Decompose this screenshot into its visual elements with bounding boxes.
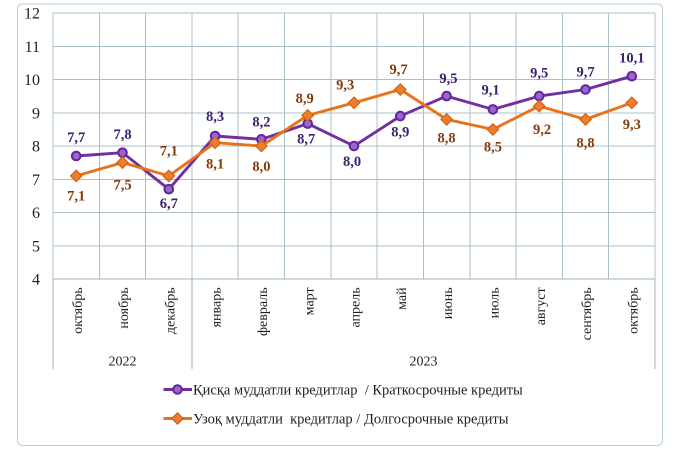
- svg-text:8,9: 8,9: [296, 91, 314, 107]
- svg-text:октябрь: октябрь: [626, 287, 641, 334]
- svg-text:9,3: 9,3: [336, 78, 354, 94]
- svg-text:7,5: 7,5: [113, 177, 131, 193]
- svg-text:8,5: 8,5: [484, 140, 502, 156]
- svg-text:февраль: февраль: [256, 287, 271, 336]
- svg-text:8,1: 8,1: [206, 157, 224, 173]
- svg-text:7,1: 7,1: [160, 143, 178, 159]
- svg-text:июль: июль: [488, 287, 503, 318]
- svg-text:7,1: 7,1: [67, 189, 85, 205]
- svg-text:сентябрь: сентябрь: [580, 287, 595, 340]
- svg-text:9,5: 9,5: [439, 71, 457, 87]
- svg-text:январь: январь: [210, 287, 225, 327]
- svg-text:6,7: 6,7: [160, 196, 178, 212]
- svg-text:9: 9: [32, 105, 40, 122]
- svg-text:Қисқа муддатли кредитлар / Кр: Қисқа муддатли кредитлар / Краткосрочные…: [193, 383, 523, 399]
- svg-text:март: март: [302, 287, 317, 315]
- svg-text:12: 12: [24, 6, 40, 23]
- svg-text:май: май: [395, 287, 410, 310]
- svg-text:8,0: 8,0: [252, 159, 270, 175]
- svg-text:8,7: 8,7: [297, 131, 315, 147]
- svg-text:ноябрь: ноябрь: [117, 287, 132, 328]
- svg-text:9,2: 9,2: [533, 122, 551, 138]
- svg-text:6: 6: [32, 205, 40, 222]
- svg-text:8: 8: [32, 139, 40, 156]
- svg-text:9,3: 9,3: [623, 117, 641, 133]
- svg-text:9,7: 9,7: [389, 62, 407, 78]
- svg-text:2022: 2022: [109, 355, 137, 370]
- svg-text:8,9: 8,9: [391, 125, 409, 141]
- svg-text:7,8: 7,8: [113, 127, 131, 143]
- svg-text:9,7: 9,7: [576, 65, 594, 81]
- svg-text:5: 5: [32, 238, 40, 255]
- svg-text:10: 10: [24, 72, 40, 89]
- svg-text:апрель: апрель: [349, 287, 364, 327]
- svg-text:октябрь: октябрь: [71, 287, 86, 334]
- svg-text:август: август: [534, 287, 549, 325]
- svg-text:8,0: 8,0: [343, 154, 361, 170]
- svg-text:7,7: 7,7: [67, 130, 85, 146]
- svg-text:8,8: 8,8: [438, 131, 456, 147]
- svg-text:10,1: 10,1: [619, 51, 644, 67]
- svg-text:Узоқ муддатли кредитлар / Дол: Узоқ муддатли кредитлар / Долгосрочные к…: [193, 412, 509, 428]
- svg-text:декабрь: декабрь: [163, 287, 178, 334]
- svg-text:4: 4: [32, 272, 40, 289]
- svg-text:9,5: 9,5: [530, 66, 548, 82]
- svg-text:11: 11: [25, 39, 40, 56]
- svg-text:июнь: июнь: [441, 287, 456, 319]
- svg-text:8,3: 8,3: [206, 109, 224, 125]
- svg-text:2023: 2023: [410, 355, 438, 370]
- svg-text:8,2: 8,2: [252, 114, 270, 130]
- svg-text:9,1: 9,1: [481, 83, 499, 99]
- svg-text:7: 7: [32, 172, 40, 189]
- svg-text:8,8: 8,8: [576, 136, 594, 152]
